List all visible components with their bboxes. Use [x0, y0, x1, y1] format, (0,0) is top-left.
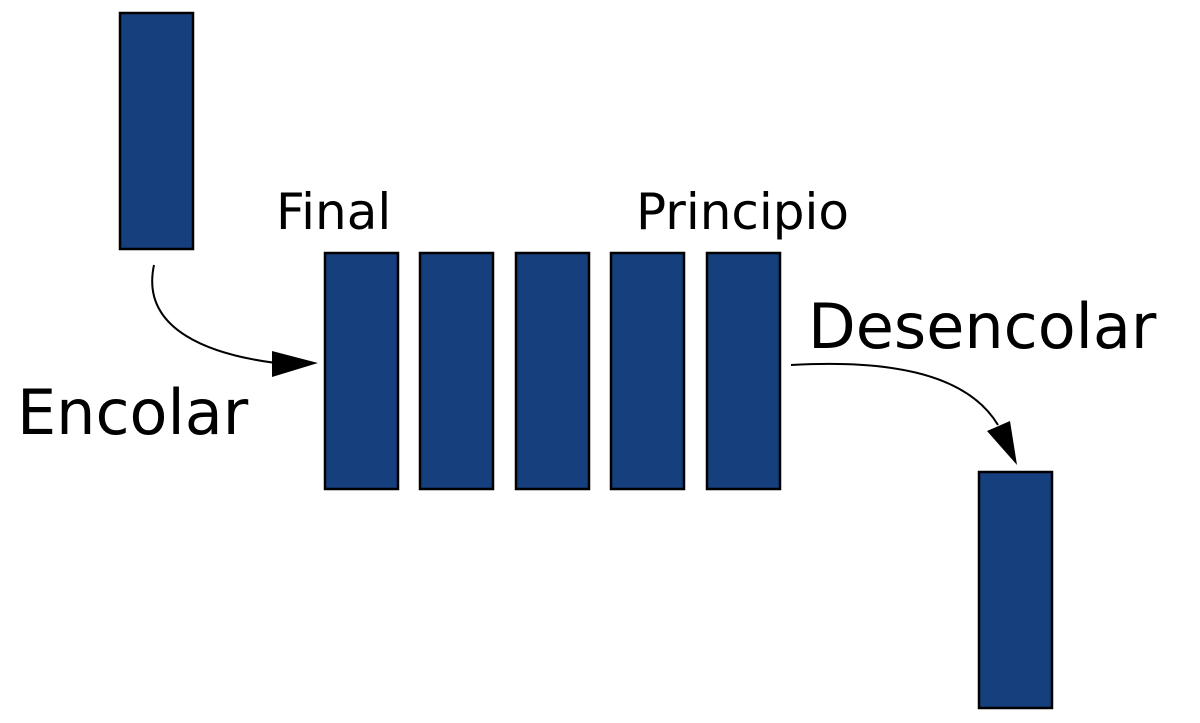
enqueue-label: Encolar — [17, 376, 249, 449]
queue — [323, 251, 782, 491]
outgoing-element — [977, 470, 1054, 710]
principio-label: Principio — [636, 183, 849, 241]
enqueue-arrow-line — [151, 264, 286, 365]
enqueue-arrowhead — [272, 351, 318, 377]
queue-element — [609, 251, 686, 491]
dequeue-arrow-line — [790, 362, 999, 426]
queue-element — [323, 251, 400, 491]
dequeue-arrowhead — [987, 421, 1017, 465]
queue-element — [514, 251, 591, 491]
dequeue-label: Desencolar — [808, 290, 1157, 363]
queue-element — [705, 251, 782, 491]
final-label: Final — [276, 183, 391, 241]
incoming-element — [118, 11, 195, 251]
queue-element — [418, 251, 495, 491]
